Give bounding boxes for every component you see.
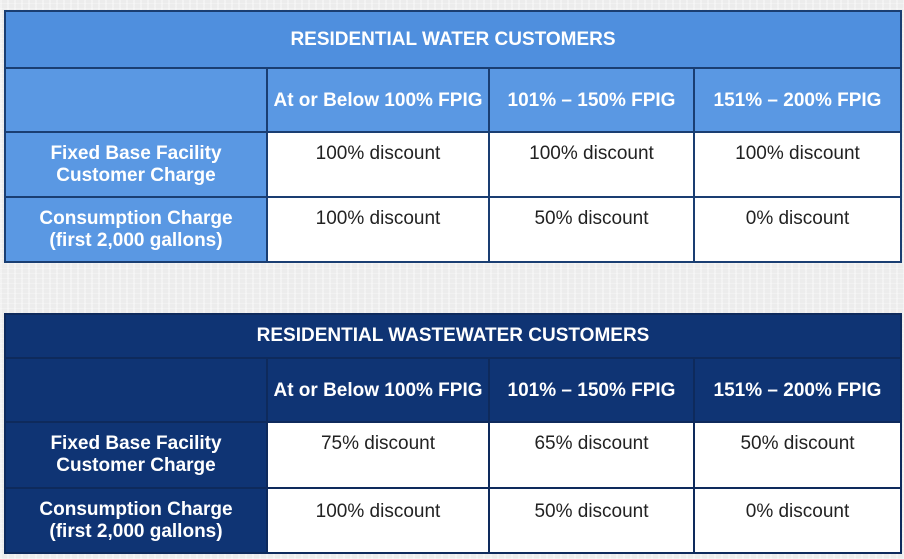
wastewater-title-row: RESIDENTIAL WASTEWATER CUSTOMERS <box>3 313 903 359</box>
water-row-consumption-charge: Consumption Charge (first 2,000 gallons)… <box>4 196 903 263</box>
water-col-header: 151% – 200% FPIG <box>692 67 903 133</box>
wastewater-header-row: At or Below 100% FPIG 101% – 150% FPIG 1… <box>4 357 903 423</box>
wastewater-table-title: RESIDENTIAL WASTEWATER CUSTOMERS <box>3 313 903 359</box>
water-row-label: Consumption Charge (first 2,000 gallons) <box>4 196 268 263</box>
water-header-row: At or Below 100% FPIG 101% – 150% FPIG 1… <box>4 67 903 133</box>
wastewater-cell: 50% discount <box>488 487 695 554</box>
wastewater-cell: 75% discount <box>266 421 490 489</box>
water-row-label: Fixed Base Facility Customer Charge <box>4 131 268 198</box>
water-corner-cell <box>4 67 268 133</box>
wastewater-col-header: 101% – 150% FPIG <box>488 357 695 423</box>
water-cell: 0% discount <box>692 196 903 263</box>
wastewater-discount-table: RESIDENTIAL WASTEWATER CUSTOMERS At or B… <box>3 313 903 554</box>
wastewater-corner-cell <box>4 357 268 423</box>
water-table-title: RESIDENTIAL WATER CUSTOMERS <box>3 10 903 69</box>
water-cell: 100% discount <box>266 131 490 198</box>
wastewater-cell: 100% discount <box>266 487 490 554</box>
wastewater-col-header: At or Below 100% FPIG <box>266 357 490 423</box>
wastewater-cell: 0% discount <box>692 487 903 554</box>
wastewater-row-label: Consumption Charge (first 2,000 gallons) <box>4 487 268 554</box>
water-row-fixed-charge: Fixed Base Facility Customer Charge 100%… <box>4 131 903 198</box>
water-col-header: At or Below 100% FPIG <box>266 67 490 133</box>
water-cell: 100% discount <box>692 131 903 198</box>
wastewater-row-label: Fixed Base Facility Customer Charge <box>4 421 268 489</box>
wastewater-cell: 65% discount <box>488 421 695 489</box>
water-title-row: RESIDENTIAL WATER CUSTOMERS <box>3 10 903 69</box>
wastewater-row-fixed-charge: Fixed Base Facility Customer Charge 75% … <box>4 421 903 489</box>
water-col-header: 101% – 150% FPIG <box>488 67 695 133</box>
water-cell: 50% discount <box>488 196 695 263</box>
water-discount-table: RESIDENTIAL WATER CUSTOMERS At or Below … <box>3 10 903 263</box>
water-cell: 100% discount <box>266 196 490 263</box>
wastewater-cell: 50% discount <box>692 421 903 489</box>
water-cell: 100% discount <box>488 131 695 198</box>
wastewater-col-header: 151% – 200% FPIG <box>692 357 903 423</box>
wastewater-row-consumption-charge: Consumption Charge (first 2,000 gallons)… <box>4 487 903 554</box>
